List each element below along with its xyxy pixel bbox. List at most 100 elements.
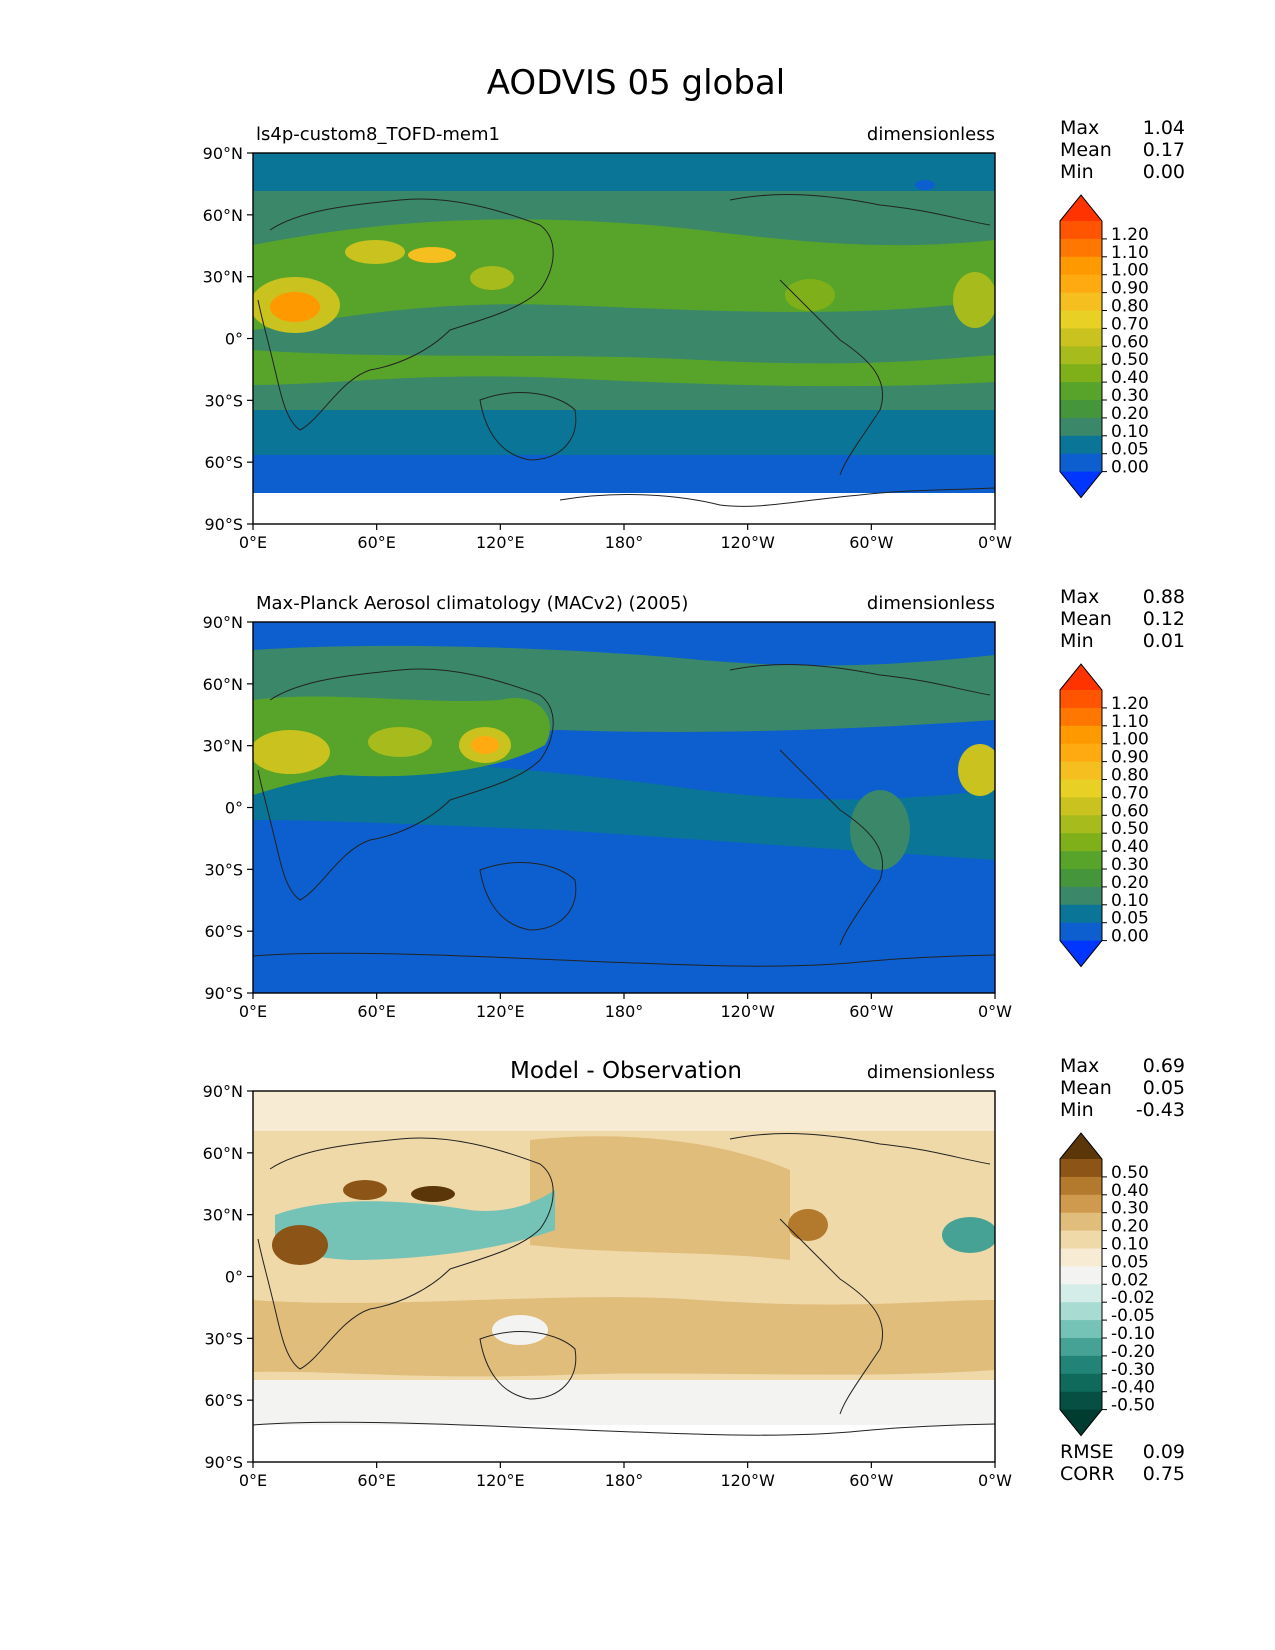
colorbar-segment: [1060, 382, 1102, 401]
stat-min-value: 0.01: [1143, 630, 1185, 652]
colorbar-segment: [1060, 904, 1102, 924]
x-tick-label: 120°E: [476, 533, 525, 552]
stat-mean-label: Mean: [1060, 608, 1112, 630]
y-tick-label: 90°S: [204, 1453, 243, 1472]
x-tick-label: 0°W: [978, 1471, 1012, 1490]
field-blob-mexico: [788, 1209, 828, 1241]
colorbar-segment: [1060, 364, 1102, 383]
colorbar-label: 1.00: [1111, 261, 1149, 281]
field-blob-mexico: [785, 279, 835, 311]
field-blob-asia-1: [345, 240, 405, 264]
colorbar-label: 0.20: [1111, 873, 1149, 893]
stat-min-label: Min: [1060, 161, 1094, 183]
x-tick-label: 180°: [605, 533, 644, 552]
colorbar-label: 0.10: [1111, 422, 1149, 442]
colorbar-label: 1.00: [1111, 730, 1149, 750]
stat-min-label: Min: [1060, 630, 1094, 652]
field-band-tropics: [253, 350, 995, 387]
y-tick-label: 90°N: [203, 613, 243, 632]
colorbar-segment: [1060, 1391, 1102, 1411]
x-tick-label: 60°W: [849, 1002, 893, 1021]
stat-rmse-value: 0.09: [1143, 1441, 1185, 1463]
colorbar-label: 0.40: [1111, 368, 1149, 388]
colorbar-segment: [1060, 743, 1102, 763]
x-tick-label: 120°W: [720, 533, 775, 552]
colorbar-label: 0.30: [1111, 1199, 1149, 1219]
x-tick-label: 60°E: [357, 1471, 395, 1490]
colorbar-label: 0.05: [1111, 440, 1149, 460]
stat-min-value: 0.00: [1143, 161, 1185, 183]
map-field: [253, 153, 995, 524]
y-tick-label: 60°N: [203, 206, 243, 225]
y-tick-label: 30°S: [204, 1329, 243, 1348]
colorbar-label: 0.50: [1111, 819, 1149, 839]
stats-block: Max 1.04 Mean 0.17 Min 0.00: [1060, 117, 1185, 183]
colorbar-segment: [1060, 1284, 1102, 1303]
colorbar-segment: [1060, 1355, 1102, 1375]
panel-title-center: Model - Observation: [510, 1058, 742, 1084]
panel-title-left: Max-Planck Aerosol climatology (MACv2) (…: [256, 593, 688, 614]
colorbar-segment: [1060, 435, 1102, 455]
y-tick-label: 30°S: [204, 391, 243, 410]
colorbar-label: 0.20: [1111, 1217, 1149, 1237]
colorbar-segment: [1060, 310, 1102, 329]
y-axis-ticks: 90°N 60°N 30°N 0° 30°S 60°S 90°S: [203, 144, 253, 534]
colorbar-segment: [1060, 779, 1102, 798]
field-band-south: [253, 1297, 995, 1377]
y-axis-ticks: 90°N 60°N 30°N 0° 30°S 60°S 90°S: [203, 1082, 253, 1472]
field-blob-australia: [492, 1315, 548, 1345]
colorbar-over-cap: [1060, 664, 1102, 690]
field-blob-amazon: [850, 790, 910, 870]
stat-min-label: Min: [1060, 1099, 1094, 1121]
colorbar-segment: [1060, 761, 1102, 780]
x-axis-ticks: 0°E 60°E 120°E 180° 120°W 60°W 0°W: [239, 1462, 1012, 1490]
colorbar-label: 0.30: [1111, 386, 1149, 406]
stat-max-label: Max: [1060, 1055, 1099, 1077]
coastlines: [253, 1133, 995, 1436]
stat-max-label: Max: [1060, 117, 1099, 139]
x-axis-ticks: 0°E 60°E 120°E 180° 120°W 60°W 0°W: [239, 993, 1012, 1021]
field-band-north: [253, 153, 995, 191]
map-field: [253, 1091, 995, 1462]
stat-min-value: -0.43: [1136, 1099, 1185, 1121]
colorbar-label: 0.50: [1111, 1163, 1149, 1183]
y-tick-label: 0°: [225, 330, 243, 349]
colorbar-label: 0.02: [1111, 1270, 1149, 1290]
colorbar-segment: [1060, 690, 1102, 709]
field-band-pacific: [530, 1136, 790, 1260]
colorbar-label: 1.10: [1111, 243, 1149, 263]
x-tick-label: 0°E: [239, 1471, 267, 1490]
colorbar-label: 0.00: [1111, 927, 1149, 947]
colorbar-segment: [1060, 292, 1102, 311]
colorbar-segment: [1060, 1194, 1102, 1214]
colorbar-label: -0.02: [1111, 1288, 1155, 1308]
field-band-antarctic: [253, 455, 995, 493]
coastlines: [253, 664, 995, 967]
stat-mean-label: Mean: [1060, 1077, 1112, 1099]
x-tick-label: 120°E: [476, 1471, 525, 1490]
x-tick-label: 60°E: [357, 533, 395, 552]
panel-units: dimensionless: [867, 1062, 995, 1083]
colorbar-under-cap: [1060, 471, 1102, 498]
colorbar-label: 0.20: [1111, 404, 1149, 424]
colorbar-segment: [1060, 346, 1102, 365]
colorbar-label: 0.90: [1111, 279, 1149, 299]
x-axis-ticks: 0°E 60°E 120°E 180° 120°W 60°W 0°W: [239, 524, 1012, 552]
colorbar-segment: [1060, 1338, 1102, 1357]
y-tick-label: 90°S: [204, 984, 243, 1003]
colorbar-segment: [1060, 1248, 1102, 1267]
y-tick-label: 90°N: [203, 144, 243, 163]
colorbar-label: 0.30: [1111, 855, 1149, 875]
stat-max-label: Max: [1060, 586, 1099, 608]
colorbar-segment: [1060, 417, 1102, 437]
y-tick-label: 30°N: [203, 737, 243, 756]
field-band-south-ocean: [253, 410, 995, 455]
panel-units: dimensionless: [867, 593, 995, 614]
colorbar-segment: [1060, 328, 1102, 347]
stat-mean-value: 0.05: [1143, 1077, 1185, 1099]
x-tick-label: 0°E: [239, 1002, 267, 1021]
y-tick-label: 0°: [225, 1268, 243, 1287]
stat-max-value: 0.69: [1143, 1055, 1185, 1077]
colorbar-segment: [1060, 1230, 1102, 1249]
colorbar-segment: [1060, 869, 1102, 888]
